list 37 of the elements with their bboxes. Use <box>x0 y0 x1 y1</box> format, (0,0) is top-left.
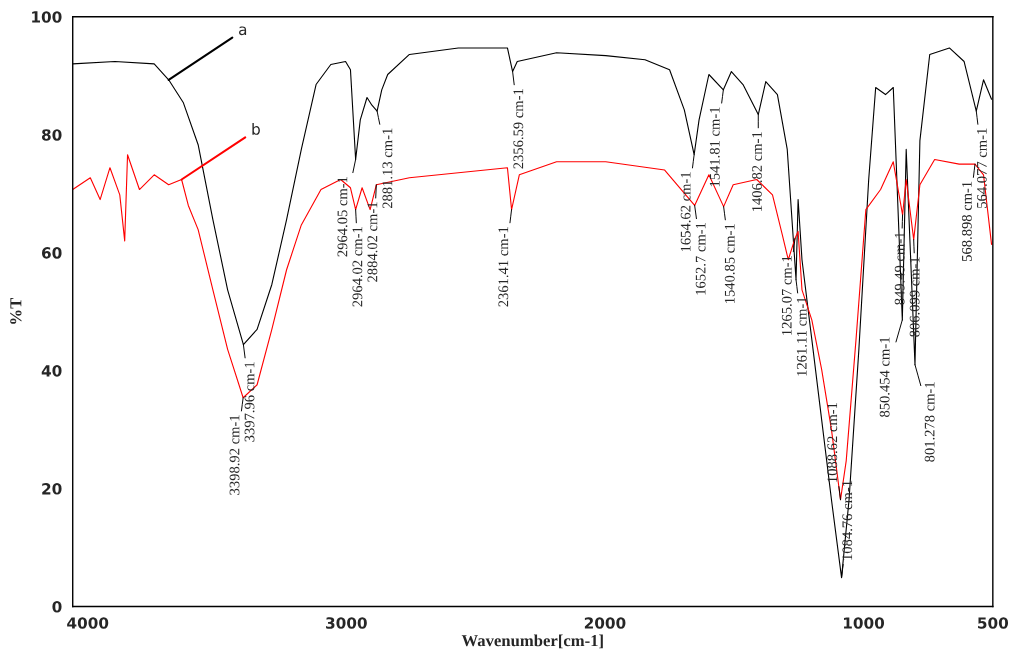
y-tick-label: 20 <box>42 483 62 495</box>
annotation: 850.454 cm-1 <box>879 337 890 417</box>
annotation: 1406.82 cm-1 <box>752 132 762 211</box>
x-tick-label: 3000 <box>326 617 367 629</box>
y-tick-label: 80 <box>41 129 62 141</box>
x-tick-label: 500 <box>978 617 1009 629</box>
annotation: 568.898 cm-1 <box>961 181 972 261</box>
annotation: 1261.11 cm-1 <box>796 297 807 376</box>
y-tick-label: 60 <box>41 247 62 259</box>
annotation: 2964.02 cm-1 <box>352 227 363 307</box>
annotation: 2964.05 cm-1 <box>337 176 348 257</box>
x-tick-label: 4000 <box>67 617 109 629</box>
annotation: 1654.62 cm-1 <box>680 172 691 252</box>
annotation: 801.278 cm-1 <box>924 382 935 462</box>
y-tick-label: 100 <box>32 11 62 23</box>
x-tick-label: 1000 <box>843 617 885 629</box>
y-axis-title: %T <box>10 297 22 324</box>
annotation: 2881.13 cm-1 <box>382 128 393 209</box>
annotation: 1652.7 cm-1 <box>695 222 706 295</box>
annotation: 3397.96 cm-1 <box>244 362 255 442</box>
annotation: 1540.85 cm-1 <box>724 224 735 304</box>
annotation: 2884.02 cm-1 <box>367 202 378 282</box>
text: a <box>239 26 247 36</box>
annotation: 2356.59 cm-1 <box>513 89 524 169</box>
annotation: 1265.07 cm-1 <box>781 256 792 335</box>
text: b <box>252 123 260 135</box>
annotation: 564.077 cm-1 <box>976 128 987 208</box>
y-tick-label: 0 <box>52 601 62 613</box>
x-tick-label: 2000 <box>584 617 626 629</box>
annotation: 1541.81 cm-1 <box>709 107 720 187</box>
annotation: 1084.76 cm-1 <box>842 480 853 560</box>
annotation: 806.099 cm-1 <box>909 257 920 337</box>
annotation: 1088.62 cm-1 <box>827 402 838 482</box>
annotation: 3398.92 cm-1 <box>229 415 240 495</box>
y-tick-label: 40 <box>41 365 62 377</box>
annotation: 2361.41 cm-1 <box>498 227 509 307</box>
x-axis-title: Wavenumber[cm-1] <box>461 634 603 649</box>
